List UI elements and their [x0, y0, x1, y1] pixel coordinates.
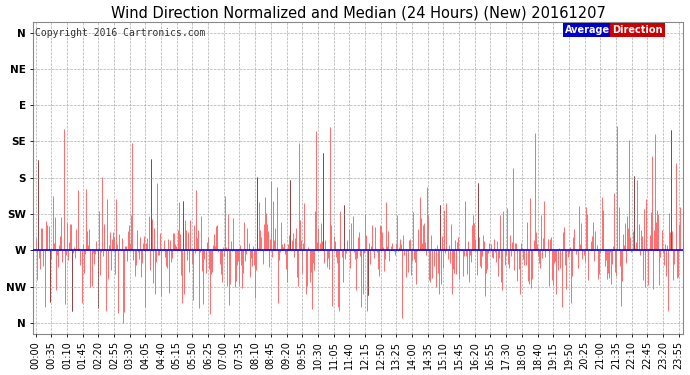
Title: Wind Direction Normalized and Median (24 Hours) (New) 20161207: Wind Direction Normalized and Median (24…	[111, 6, 606, 21]
Text: Copyright 2016 Cartronics.com: Copyright 2016 Cartronics.com	[34, 28, 205, 38]
Text: Direction: Direction	[612, 25, 663, 35]
Text: Average: Average	[565, 25, 610, 35]
